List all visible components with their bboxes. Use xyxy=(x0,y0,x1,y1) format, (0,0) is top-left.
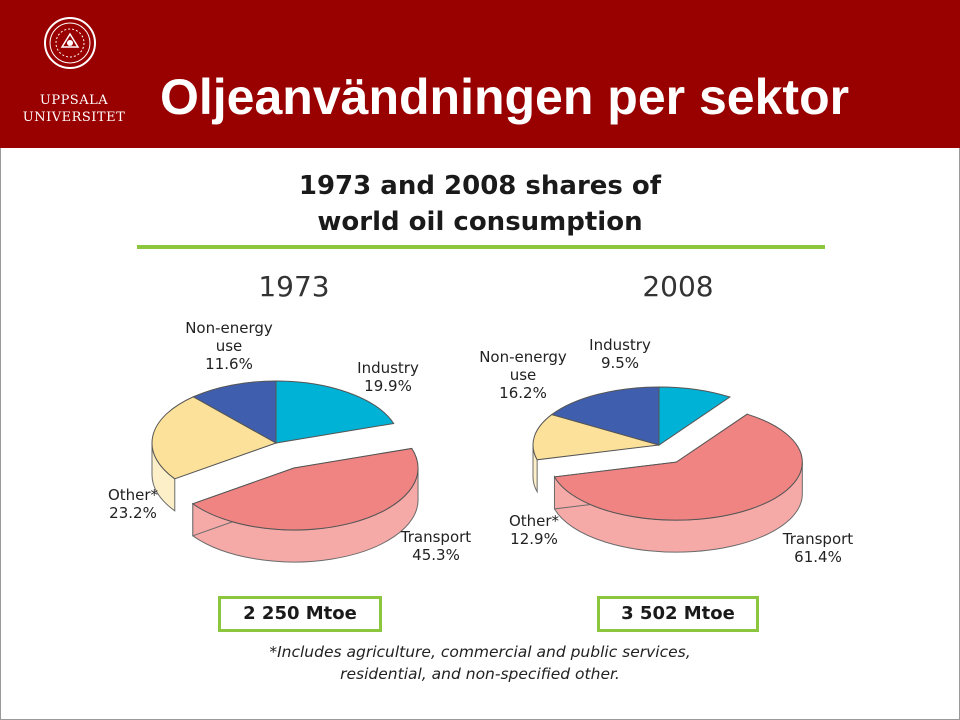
pie-1973: 1973 Industry 19.9% Transport 45.3% Other* 23.… xyxy=(108,270,471,564)
slice-other-1973 xyxy=(151,396,278,480)
slice-non-energy-use-2008 xyxy=(550,386,660,446)
slice-other-2008 xyxy=(532,413,660,461)
label-transport-2008: Transport 61.4% xyxy=(782,530,854,566)
value-non-energy-use-1973: 11.6% xyxy=(205,355,253,373)
year-label-2008: 2008 xyxy=(642,270,713,303)
label-transport-1973: Transport 45.3% xyxy=(400,528,472,564)
university-seal-icon xyxy=(44,17,96,69)
label-industry-2008: Industry 9.5% xyxy=(589,336,651,372)
total-1973: 2 250 Mtoe xyxy=(218,596,382,632)
value-industry-2008: 9.5% xyxy=(601,354,639,372)
label-industry-1973: Industry 19.9% xyxy=(357,359,419,395)
value-other-2008: 12.9% xyxy=(510,530,558,548)
label-non-energy-use-2008: Non-energy use 16.2% xyxy=(479,348,567,402)
slice-industry-2008 xyxy=(658,386,731,446)
slice-transport-2008 xyxy=(553,413,803,521)
chart-title: 1973 and 2008 shares of world oil consum… xyxy=(240,168,720,240)
label-other-2008: Other* 12.9% xyxy=(509,512,560,548)
slide-title: Oljeanvändningen per sektor xyxy=(160,69,850,125)
value-other-1973: 23.2% xyxy=(109,504,157,522)
university-name-line-1: UPPSALA xyxy=(39,93,109,108)
university-logo: UPPSALA UNIVERSITET xyxy=(14,14,134,134)
value-industry-1973: 19.9% xyxy=(364,377,412,395)
slice-transport-1973 xyxy=(191,447,419,531)
pie-2008: 2008 Industry 9.5% Transport 61.4% Other* 12.9… xyxy=(479,270,853,566)
value-transport-2008: 61.4% xyxy=(794,548,842,566)
label-other-1973: Other* 23.2% xyxy=(108,486,159,522)
footnote-line-2: residential, and non-specified other. xyxy=(340,665,620,683)
slice-non-energy-use-1973 xyxy=(192,380,277,444)
chart-title-line-2: world oil consumption xyxy=(317,207,643,237)
university-name: UPPSALA UNIVERSITET xyxy=(14,92,134,126)
university-name-line-2: UNIVERSITET xyxy=(22,110,126,125)
footnote: *Includes agriculture, commercial and pu… xyxy=(240,641,720,685)
total-2008: 3 502 Mtoe xyxy=(597,596,759,632)
title-divider xyxy=(137,245,825,249)
value-non-energy-use-2008: 16.2% xyxy=(499,384,547,402)
slide-header: UPPSALA UNIVERSITET Oljeanvändningen per… xyxy=(0,0,960,148)
label-non-energy-use-1973: Non-energy use 11.6% xyxy=(185,319,273,373)
year-label-1973: 1973 xyxy=(258,270,329,303)
value-transport-1973: 45.3% xyxy=(412,546,460,564)
slice-industry-1973 xyxy=(275,380,395,444)
footnote-line-1: *Includes agriculture, commercial and pu… xyxy=(269,643,691,661)
chart-title-line-1: 1973 and 2008 shares of xyxy=(298,171,662,201)
